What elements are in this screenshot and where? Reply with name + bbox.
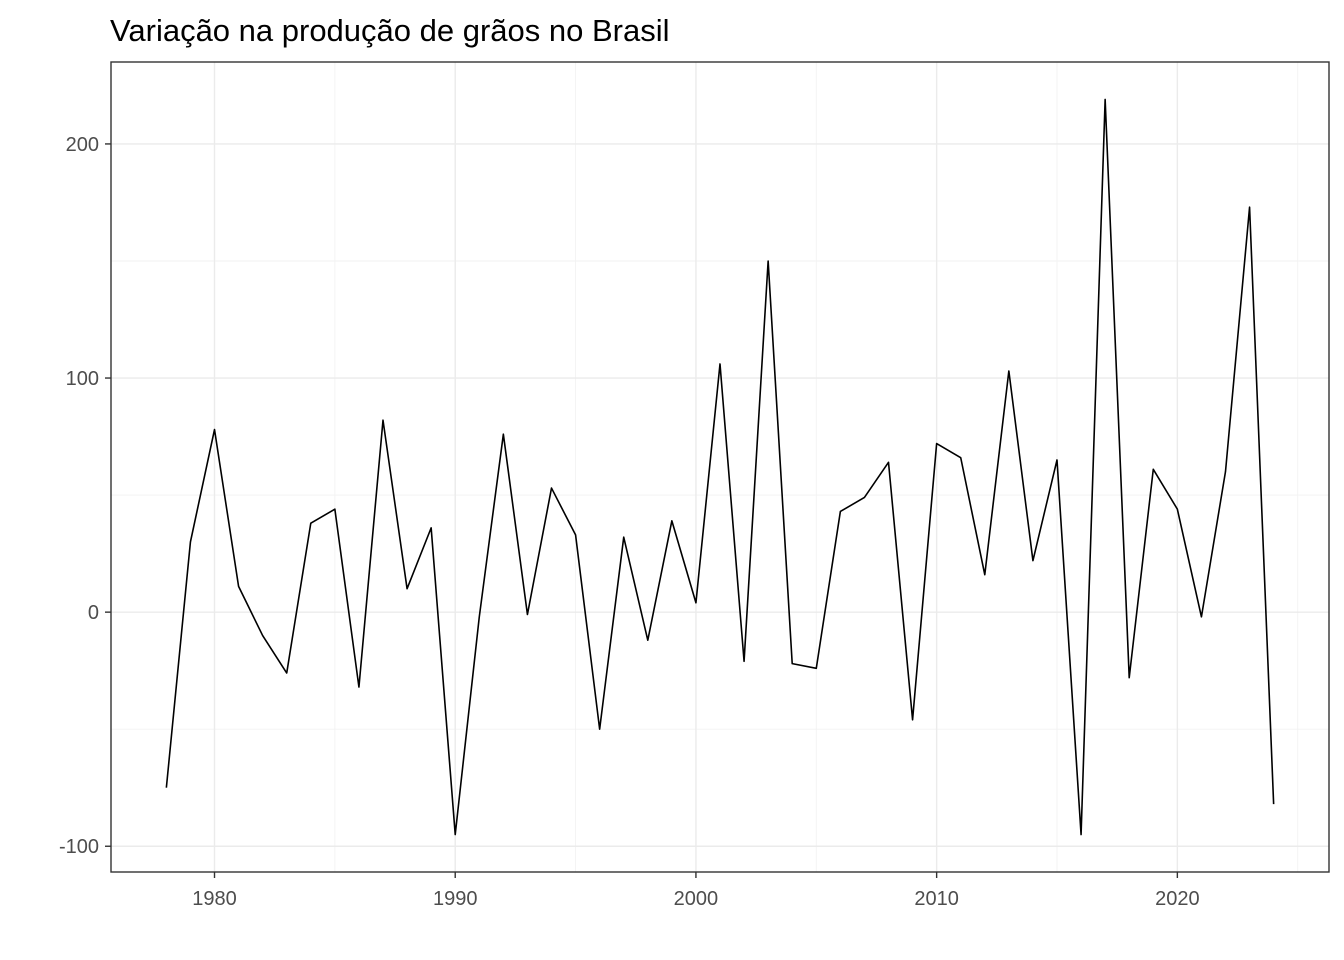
y-tick-label: 0 [88,602,99,624]
plot-panel-border [110,61,1330,873]
axes: 1980 1990 2000 2010 2020 -100 0 100 200 [59,134,1200,910]
x-tick-label: 2000 [674,888,719,910]
series-layer [165,98,1275,836]
chart-title: Variação na produção de grãos no Brasil [110,13,670,48]
x-tick-label: 2020 [1155,888,1200,910]
x-tick-label: 2010 [914,888,959,910]
grid-lines [111,62,1329,872]
y-tick-label: -100 [59,836,99,858]
series-line [165,98,1275,836]
y-tick-label: 100 [66,368,99,390]
y-tick-label: 200 [66,134,99,156]
x-tick-label: 1980 [192,888,237,910]
x-tick-label: 1990 [433,888,478,910]
